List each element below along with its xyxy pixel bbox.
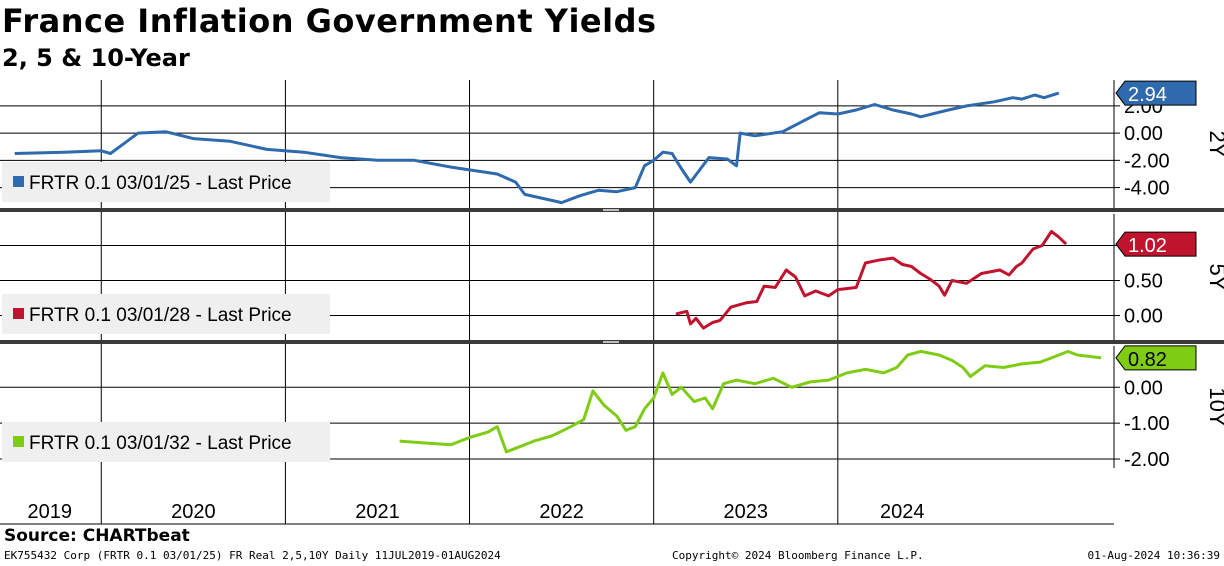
y-tick-label: 0.00 bbox=[1124, 306, 1163, 328]
last-value-label: 0.82 bbox=[1128, 349, 1167, 371]
legend-swatch bbox=[13, 308, 24, 319]
last-value-label: 1.02 bbox=[1128, 235, 1167, 257]
footer-security-info: EK755432 Corp (FRTR 0.1 03/01/25) FR Rea… bbox=[4, 549, 501, 562]
last-value-tag bbox=[1115, 345, 1197, 371]
x-tick-label: 2024 bbox=[880, 501, 925, 523]
panel-separator-handle bbox=[603, 341, 619, 343]
chart-title: France Inflation Government Yields bbox=[2, 2, 657, 40]
legend-box bbox=[2, 162, 330, 202]
legend-label: FRTR 0.1 03/01/25 - Last Price bbox=[29, 173, 292, 194]
panel-label: 2Y bbox=[1205, 131, 1224, 158]
panel-label: 5Y bbox=[1205, 264, 1224, 291]
legend-box bbox=[2, 294, 330, 334]
y-tick-label: 0.00 bbox=[1124, 377, 1163, 399]
series-line bbox=[675, 230, 1068, 330]
y-tick-label: 0.00 bbox=[1124, 123, 1163, 145]
panel-separator-handle bbox=[603, 209, 619, 211]
legend-label: FRTR 0.1 03/01/32 - Last Price bbox=[29, 433, 292, 454]
series-line bbox=[14, 91, 1060, 205]
y-tick-label: -2.00 bbox=[1124, 150, 1170, 172]
legend-swatch bbox=[13, 176, 24, 187]
y-tick-label: -2.00 bbox=[1124, 449, 1170, 471]
footer-timestamp: 01-Aug-2024 10:36:39 bbox=[1087, 549, 1220, 562]
x-tick-label: 2019 bbox=[27, 501, 72, 523]
y-tick-label: -1.00 bbox=[1124, 413, 1170, 435]
chart-subtitle: 2, 5 & 10-Year bbox=[2, 44, 190, 72]
x-tick-label: 2020 bbox=[171, 501, 216, 523]
legend-label: FRTR 0.1 03/01/28 - Last Price bbox=[29, 305, 292, 326]
x-tick-label: 2022 bbox=[539, 501, 584, 523]
source-note: Source: CHARTbeat bbox=[4, 526, 190, 546]
y-tick-label: 0.50 bbox=[1124, 271, 1163, 293]
x-tick-label: 2021 bbox=[355, 501, 400, 523]
legend-box bbox=[2, 422, 330, 462]
last-value-tag bbox=[1115, 80, 1197, 106]
last-value-label: 2.94 bbox=[1128, 84, 1167, 106]
series-line bbox=[399, 349, 1102, 454]
panel-label: 10Y bbox=[1205, 387, 1224, 426]
x-tick-label: 2023 bbox=[723, 501, 768, 523]
last-value-tag bbox=[1115, 231, 1197, 257]
y-tick-label: -4.00 bbox=[1124, 178, 1170, 200]
footer-copyright: Copyright© 2024 Bloomberg Finance L.P. bbox=[672, 549, 924, 562]
legend-swatch bbox=[13, 436, 24, 447]
